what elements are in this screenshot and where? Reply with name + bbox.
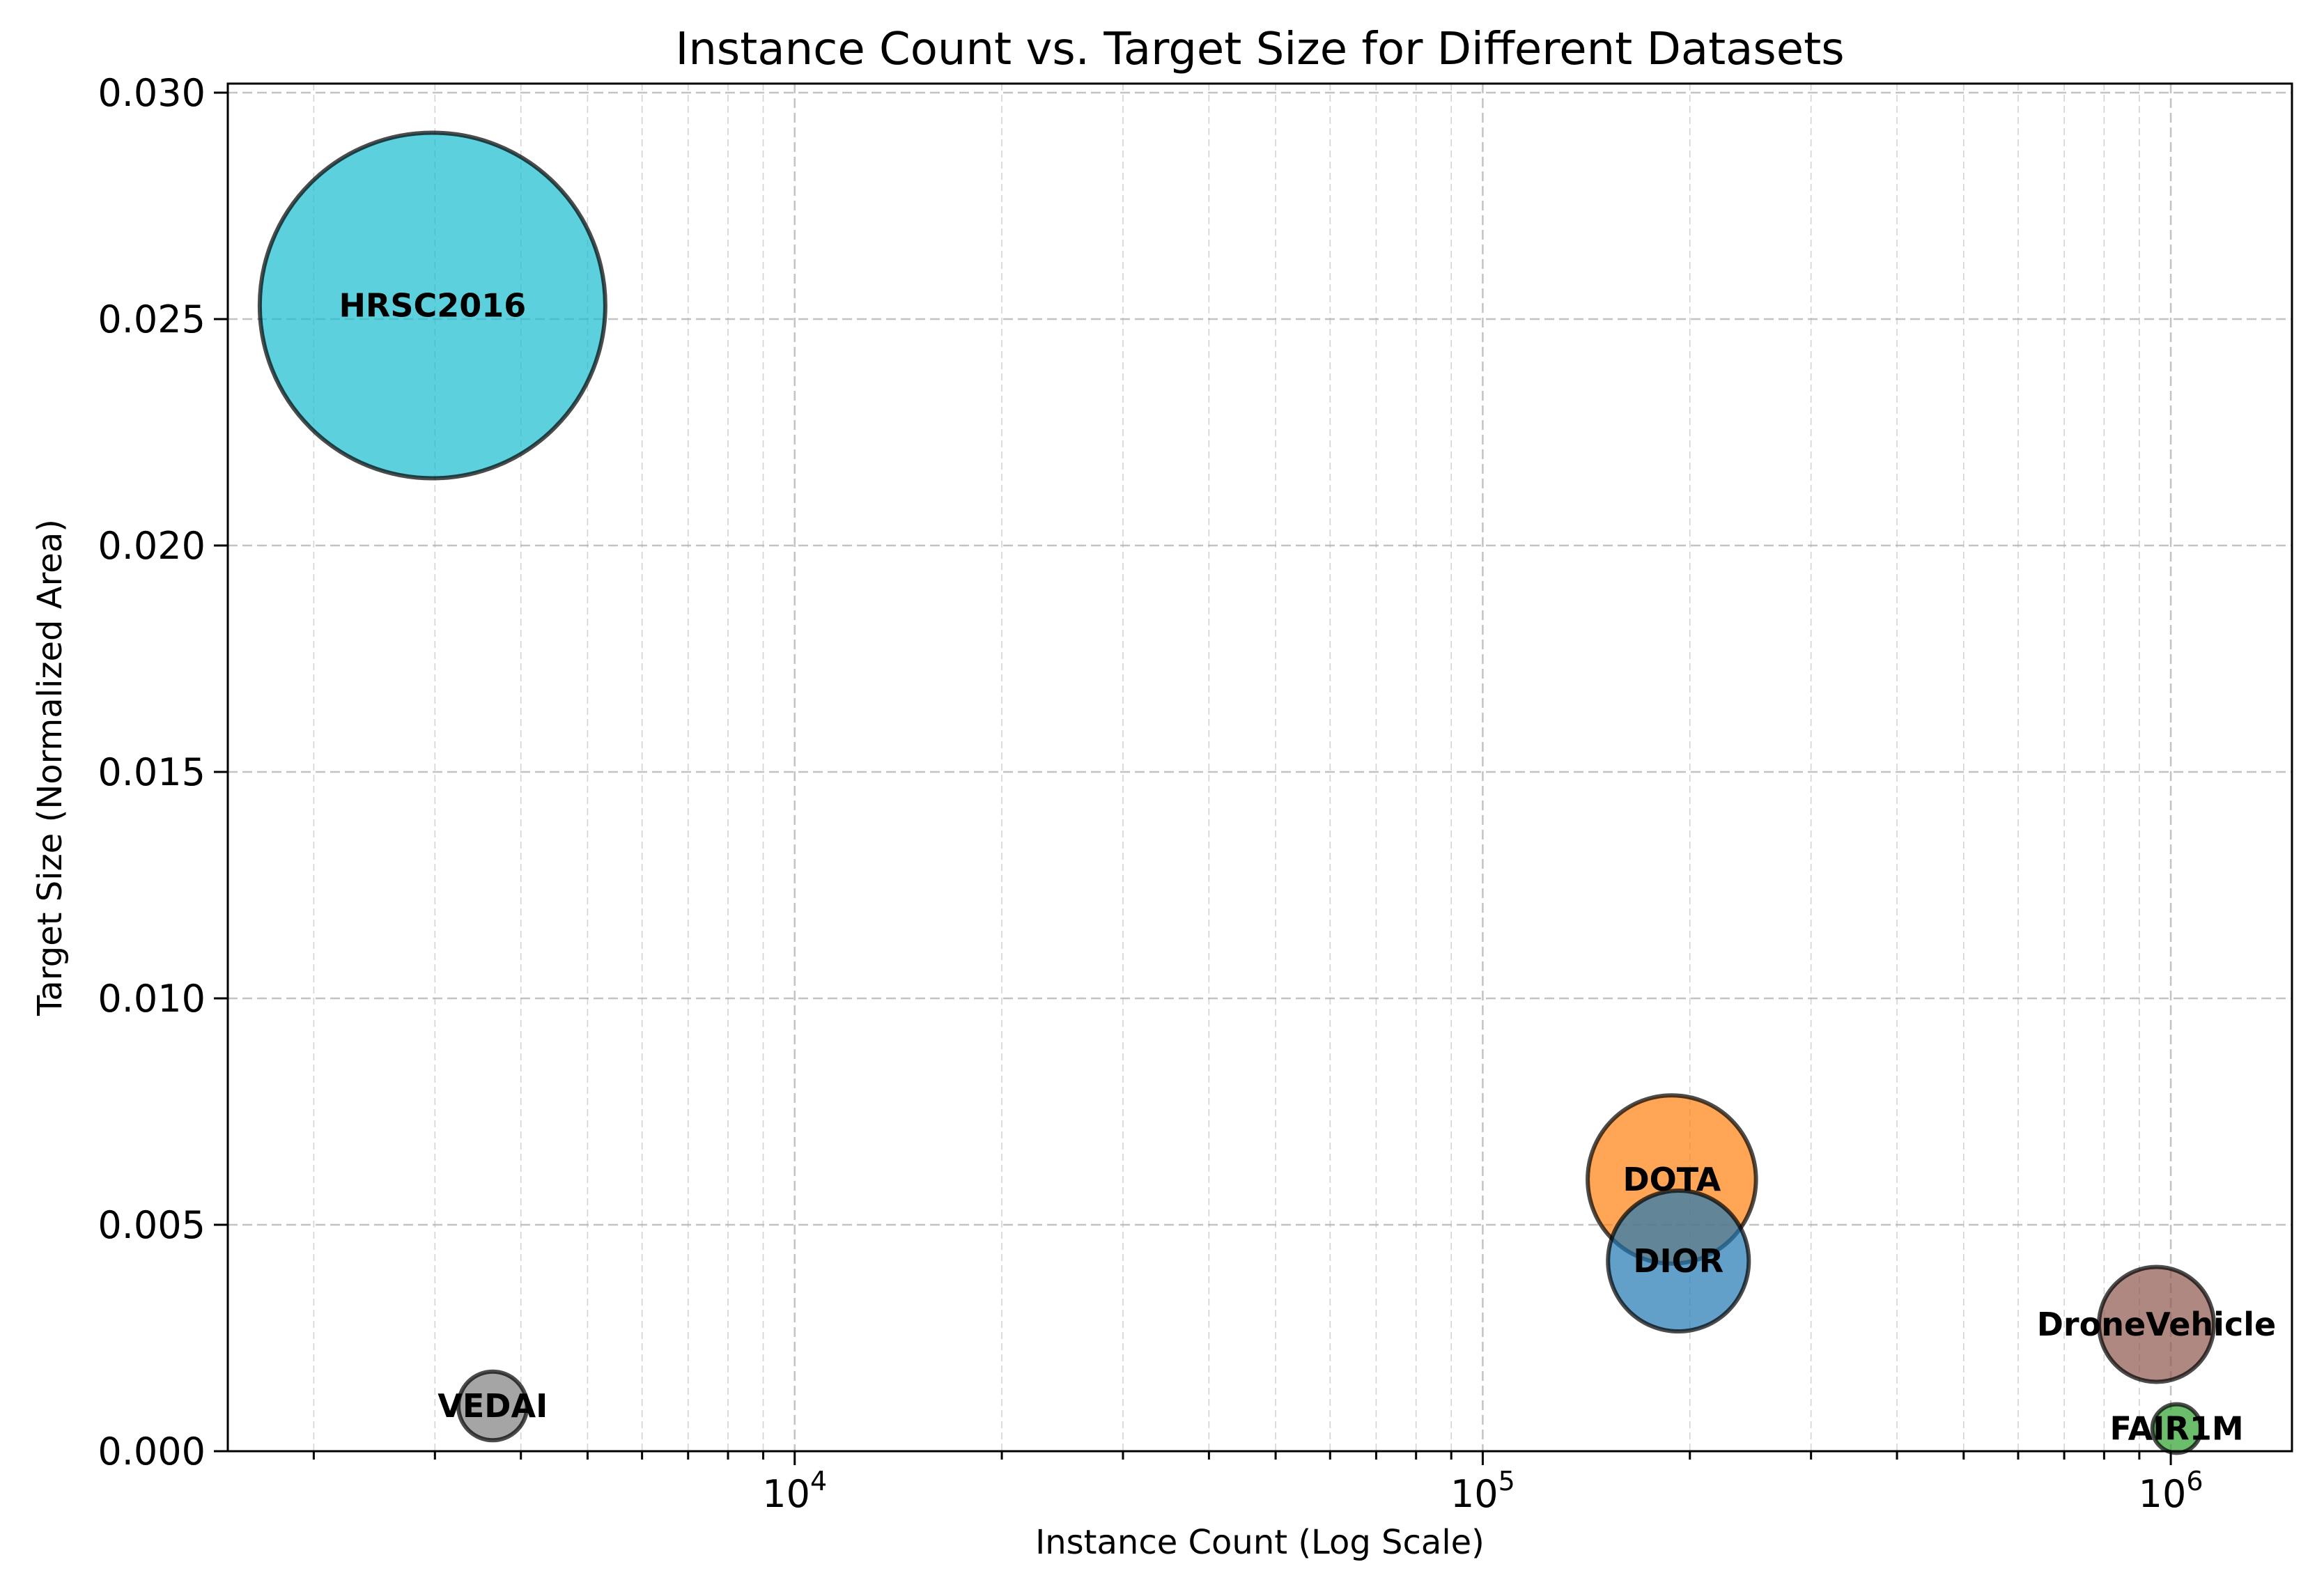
bubble-labels: HRSC2016 VEDAI DOTA DIOR DroneVehicle FAIR1M (339, 287, 2276, 1448)
bubble-label-dior: DIOR (1633, 1242, 1723, 1280)
x-tick-exponent: 5 (1498, 1466, 1515, 1496)
bubble-label-dota: DOTA (1622, 1161, 1721, 1198)
y-tick-label: 0.020 (98, 524, 206, 568)
bubble-vedai (456, 1369, 529, 1443)
y-tick-label: 0.030 (98, 71, 206, 115)
y-tick-label: 0.010 (98, 977, 206, 1021)
y-tick-label: 0.025 (98, 297, 206, 341)
y-axis-label: Target Size (Normalized Area) (31, 519, 70, 1016)
y-tick-label: 0.015 (98, 750, 206, 794)
x-tick-base: 10 (2139, 1472, 2187, 1516)
bubble-label-fair1m: FAIR1M (2110, 1410, 2244, 1448)
plot-frame (226, 82, 2293, 1453)
x-axis-label: Instance Count (Log Scale) (1035, 1523, 1485, 1562)
axes: 104 105 1060.0000.0050.0100.0150.0200.0250… (98, 71, 2203, 1516)
bubble-fair1m (2150, 1402, 2203, 1455)
bubble-label-hrsc2016: HRSC2016 (339, 287, 526, 325)
chart-title: Instance Count vs. Target Size for Diffe… (675, 24, 1844, 75)
x-tick-exponent: 4 (810, 1466, 827, 1496)
x-tick-label: 104 (762, 1466, 827, 1516)
x-tick-base: 10 (1450, 1472, 1498, 1516)
x-tick-label: 105 (1450, 1466, 1515, 1516)
bubble-dronevehicle (2096, 1264, 2216, 1384)
x-tick-label: 106 (2139, 1466, 2203, 1516)
bubble-label-dronevehicle: DroneVehicle (2037, 1306, 2276, 1343)
x-tick-base: 10 (762, 1472, 810, 1516)
bubble-hrsc2016 (257, 130, 607, 481)
bubbles (257, 130, 2216, 1455)
y-tick-label: 0.005 (98, 1203, 206, 1247)
y-tick-label: 0.000 (98, 1430, 206, 1473)
x-tick-exponent: 6 (2186, 1466, 2203, 1496)
bubble-dior (1606, 1188, 1751, 1334)
bubble-label-vedai: VEDAI (437, 1387, 548, 1425)
